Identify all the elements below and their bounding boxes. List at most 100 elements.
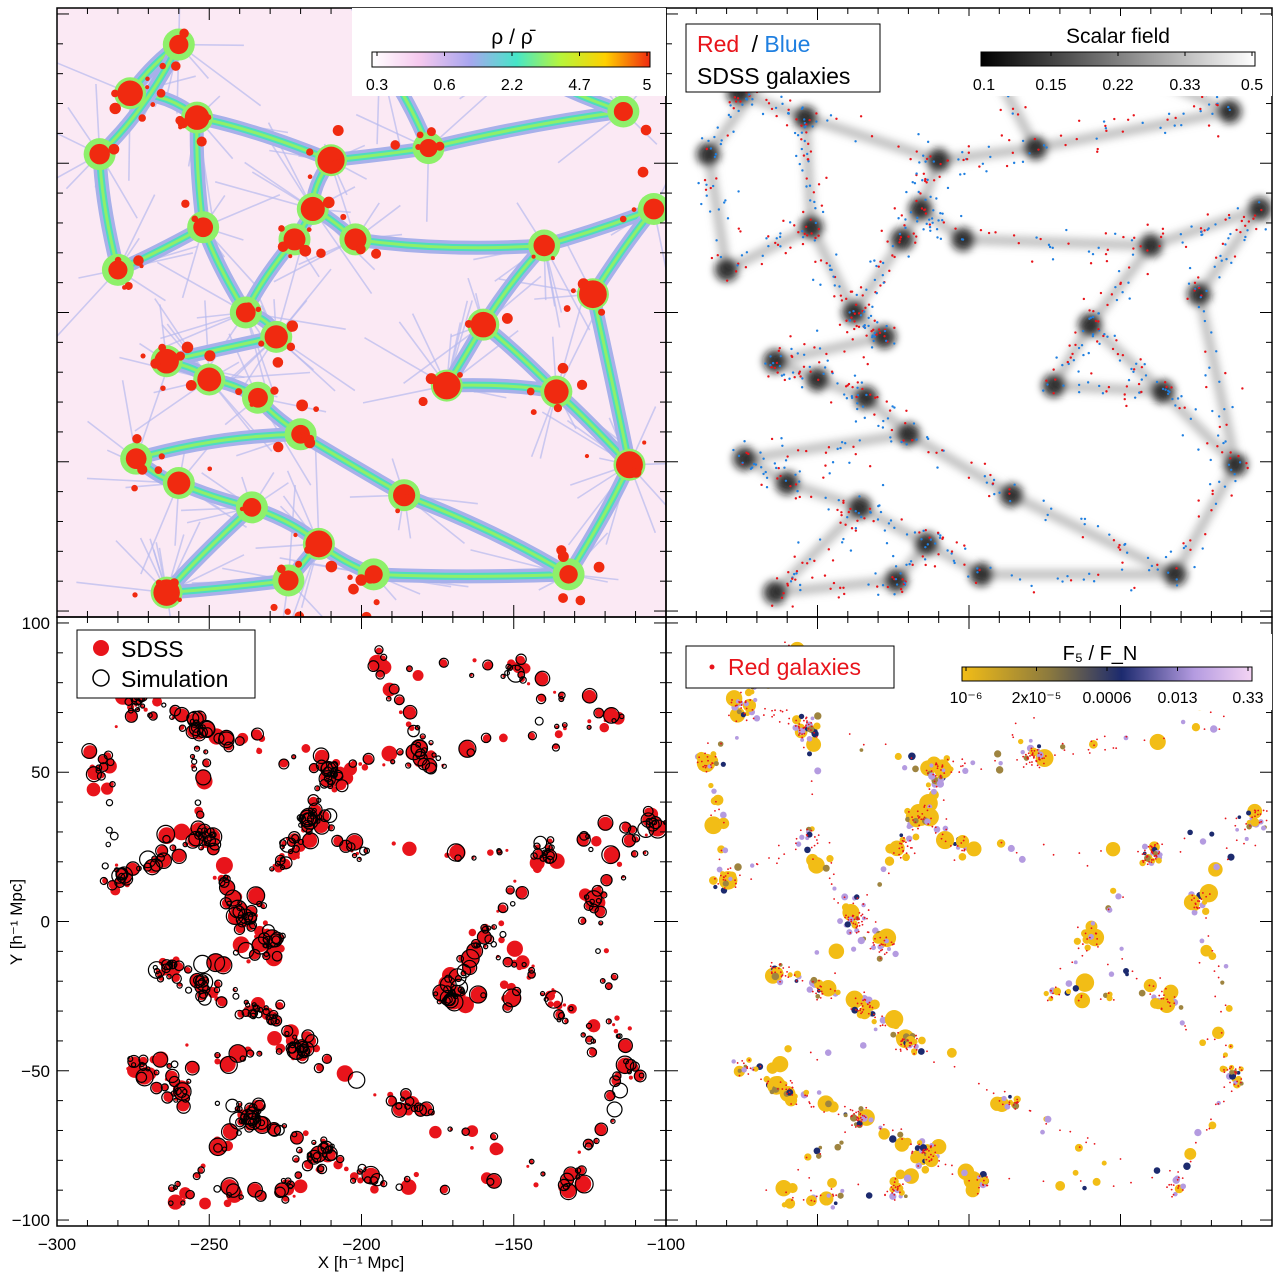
red-galaxy-point	[1014, 1101, 1016, 1104]
simulation-point	[174, 1180, 181, 1188]
sdss-point	[381, 745, 398, 762]
blue-galaxy-point	[811, 125, 814, 128]
blue-galaxy-point	[814, 207, 817, 210]
blue-galaxy-point	[1091, 252, 1095, 256]
red-galaxy-point	[978, 1186, 980, 1189]
blue-galaxy-point	[1118, 359, 1122, 362]
red-galaxy-point	[915, 199, 918, 203]
red-galaxy-point	[863, 517, 866, 520]
red-galaxy-point	[919, 192, 922, 195]
red-galaxy-point	[835, 1194, 838, 1197]
red-galaxy-point	[1068, 344, 1071, 347]
blue-galaxy-point	[780, 437, 783, 440]
sdss-point	[515, 955, 530, 970]
red-galaxy-point	[802, 746, 805, 749]
blue-galaxy-point	[800, 147, 804, 151]
red-galaxy-point	[1220, 1010, 1222, 1013]
f5-point	[889, 840, 905, 857]
red-galaxy-point	[1030, 764, 1033, 766]
red-galaxy-point	[735, 704, 738, 707]
red-galaxy-point	[739, 100, 742, 103]
red-galaxy-point	[827, 548, 830, 551]
blue-galaxy-point	[936, 466, 939, 469]
blue-galaxy-point	[1055, 356, 1058, 359]
scalar-peak	[884, 568, 909, 593]
red-galaxy-point	[1177, 1176, 1180, 1179]
blue-galaxy-point	[938, 536, 942, 540]
simulation-point	[150, 1081, 163, 1095]
red-galaxy-point	[905, 841, 907, 844]
f5-point	[1194, 1128, 1202, 1137]
blue-galaxy-point	[836, 382, 839, 385]
density-node	[613, 101, 633, 122]
red-galaxy-point	[983, 462, 987, 465]
red-galaxy-point	[1254, 815, 1256, 818]
red-galaxy-point	[833, 898, 836, 900]
blue-galaxy-point	[1234, 479, 1237, 483]
sdss-point	[501, 994, 509, 1002]
red-galaxy-point	[844, 385, 848, 388]
red-galaxy-point	[1265, 810, 1268, 812]
red-galaxy-point	[843, 350, 846, 353]
simulation-point	[155, 852, 173, 870]
red-galaxy-point	[1204, 533, 1207, 536]
simulation-point	[196, 810, 205, 819]
red-galaxy-point	[935, 785, 938, 788]
blue-galaxy-point	[894, 565, 898, 568]
red-galaxy-point	[725, 279, 729, 282]
red-galaxy-point	[801, 733, 803, 736]
f5-point	[822, 864, 830, 872]
simulation-point	[579, 830, 590, 841]
red-galaxy-point	[859, 1113, 862, 1116]
blue-galaxy-point	[891, 405, 894, 408]
red-galaxy-point	[787, 570, 790, 574]
simulation-point	[213, 986, 221, 994]
red-galaxy-point	[813, 836, 816, 838]
red-galaxy-point	[820, 985, 823, 988]
simulation-point	[631, 834, 641, 843]
simulation-point	[266, 1121, 282, 1137]
blue-galaxy-point	[930, 217, 934, 220]
blue-galaxy-point	[1077, 383, 1081, 387]
red-galaxy-point	[902, 439, 905, 442]
simulation-point	[235, 914, 247, 926]
sdss-point	[403, 706, 417, 719]
red-galaxy-point	[1151, 846, 1154, 849]
simulation-point	[235, 1129, 242, 1136]
red-galaxy-point	[967, 151, 971, 154]
simulation-point	[403, 1175, 411, 1183]
red-galaxy-point	[1177, 1187, 1179, 1189]
red-galaxy-point	[916, 810, 919, 813]
blue-galaxy-point	[737, 190, 740, 193]
simulation-point	[385, 695, 392, 702]
red-galaxy-point	[802, 154, 806, 157]
f5-point	[1139, 859, 1146, 867]
red-galaxy-point	[866, 893, 869, 896]
red-galaxy-point	[912, 232, 915, 235]
f5-point	[921, 1165, 930, 1174]
sdss-point	[520, 663, 531, 674]
f5-point	[711, 788, 717, 794]
density-clump	[307, 174, 313, 180]
blue-galaxy-point	[796, 134, 800, 137]
red-galaxy-point	[1196, 900, 1199, 902]
sdss-point	[143, 707, 148, 712]
simulation-point	[96, 771, 106, 781]
f5-point	[1220, 980, 1225, 985]
blue-galaxy-point	[719, 142, 723, 146]
f5-point	[958, 853, 967, 861]
red-galaxy-point	[793, 224, 796, 227]
red-galaxy-point	[727, 872, 729, 875]
blue-galaxy-point	[750, 103, 754, 106]
f5-point	[1075, 973, 1095, 992]
blue-galaxy-point	[774, 106, 778, 110]
simulation-point	[313, 818, 330, 835]
simulation-point	[414, 724, 421, 731]
red-galaxy-point	[794, 578, 797, 581]
red-galaxy-point	[812, 191, 816, 194]
red-galaxy-point	[840, 299, 844, 302]
blue-galaxy-point	[850, 395, 854, 398]
simulation-point	[433, 991, 439, 997]
simulation-point	[322, 808, 338, 824]
f5-point	[1018, 855, 1026, 863]
